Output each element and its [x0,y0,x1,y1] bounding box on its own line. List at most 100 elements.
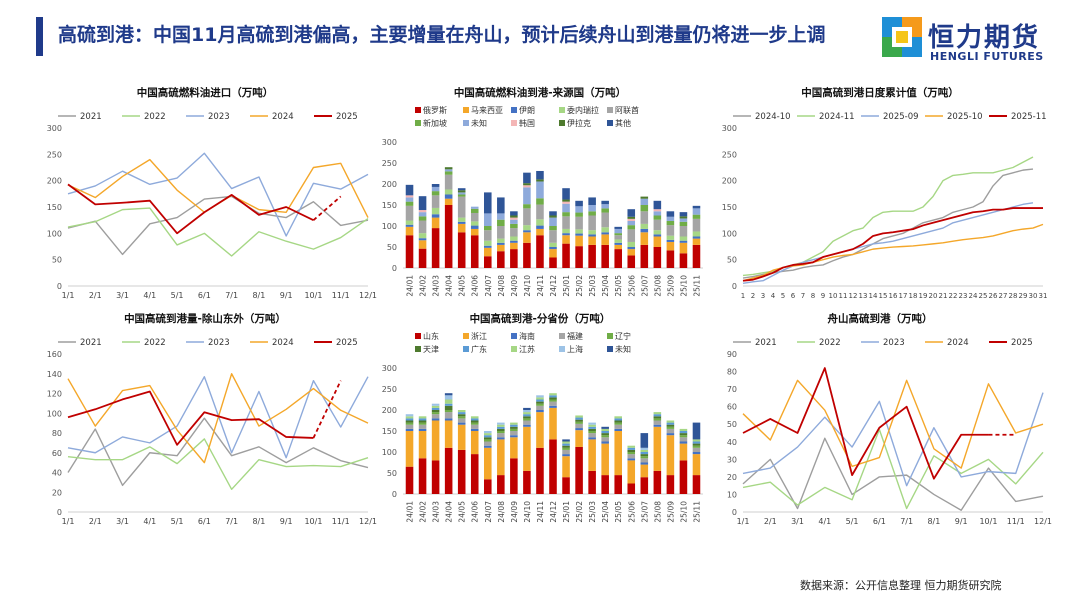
x-tick-label: 8/1 [252,517,265,526]
x-tick-label: 25/06 [627,501,636,523]
legend-swatch [559,346,565,352]
x-tick-label: 24/02 [419,275,428,297]
bar-segment [562,443,570,446]
bar-segment [666,241,675,251]
x-tick-label: 18 [909,292,918,300]
bar-segment [601,435,609,438]
bar-segment [523,416,531,419]
bar-segment [457,424,466,450]
legend-swatch [559,120,565,126]
legend-label: 福建 [567,331,583,341]
bar-segment [484,192,492,214]
bar-segment [405,220,414,225]
bar-segment [679,437,688,442]
bar-segment [562,477,570,494]
bar-segment [549,217,557,226]
bar-segment [627,447,636,450]
bar-segment [692,454,701,476]
x-tick-label: 24/12 [549,501,558,523]
legend-label: 上海 [567,344,583,354]
x-tick-label: 22 [949,292,958,300]
bar-segment [536,401,544,404]
bar-segment [444,447,453,494]
y-tick-label: 100 [47,409,62,418]
bar-segment [679,236,688,241]
x-axis: 1/1 2/1 3/1 4/1 5/1 6/1 7/1 8/1 9/1 10/1 11/1 12/1 [62,517,377,526]
bar-segment [692,441,701,444]
bar-segment [666,239,675,242]
bar-segment [536,219,544,226]
y-tick-label: 50 [387,243,397,252]
bar-segment [549,397,557,400]
bar-segment [457,232,466,268]
series-line-2022 [67,207,369,257]
bar-segment [444,405,453,410]
bar-segment [640,449,649,452]
bar-segment [470,221,479,226]
bar-segment [692,244,701,268]
x-tick-label: 10/1 [979,517,997,526]
bar-segment [653,200,662,210]
bar-segment [497,422,505,425]
series-projection-2025 [312,195,342,221]
x-tick-label: 7/1 [225,517,238,526]
bar-segment [588,211,596,216]
bar-segment [601,227,609,233]
bar-segment [418,233,427,239]
x-tick-label: 24/11 [536,275,545,297]
bar-segment [431,412,440,415]
bar-segment [679,221,688,226]
x-tick-label: 4/1 [818,517,831,526]
bar-segment [444,403,453,406]
bar-segment [679,428,688,431]
bar-segment [510,458,518,494]
y-tick-label: 0 [57,282,62,291]
bar-segment [614,418,622,421]
series-line-2025 [67,183,314,235]
legend-swatch [511,346,517,352]
bar-segment [627,249,636,256]
x-tick-label: 5/1 [171,517,184,526]
y-tick-label: 250 [47,150,62,159]
bar-segment [614,233,622,236]
x-tick-label: 25 [979,292,988,300]
bar-segment [640,205,649,212]
bar-segment [536,179,544,182]
bar-segment [510,249,518,268]
bar-segment [601,426,609,429]
x-tick-label: 25/08 [653,501,662,523]
bar-segment [562,199,570,202]
legend-label: 伊朗 [519,105,535,115]
series-line-2023 [67,152,369,237]
chart-daily-cumulative: 中国高硫到港日度累计值（万吨）2024-10 2024-11 2025-09 2025… [722,86,1048,300]
bar-segment [601,244,609,268]
y-tick-label: 60 [727,403,737,412]
bar-segment [588,234,596,237]
legend-swatch [463,107,469,113]
x-axis: 1/1 2/1 3/1 4/1 5/1 6/1 7/1 8/1 9/1 10/1 11/1 12/1 [737,517,1052,526]
bar-segment [601,437,609,442]
bar-segment [575,200,583,207]
bar-segment [614,244,622,250]
bar-segment [640,462,649,465]
y-tick-label: 0 [732,282,737,291]
x-tick-label: 28 [1009,292,1018,300]
logo-text-en: HENGLI FUTURES [930,50,1044,63]
bar-segment [601,234,609,245]
bar-segment [405,224,414,227]
bar-segment [457,192,466,195]
bar-segment [562,203,570,213]
bar-segment [627,449,636,452]
bar-segment [497,197,505,214]
x-tick-label: 8 [811,292,815,300]
bar-segment [549,395,557,398]
x-tick-label: 1/1 [62,517,75,526]
x-tick-label: 12/1 [359,291,377,300]
bar-segment [444,418,453,421]
bar-segment [431,214,440,218]
x-tick-label: 27 [999,292,1008,300]
bar-segment [457,412,466,415]
bar-segment [484,439,492,442]
